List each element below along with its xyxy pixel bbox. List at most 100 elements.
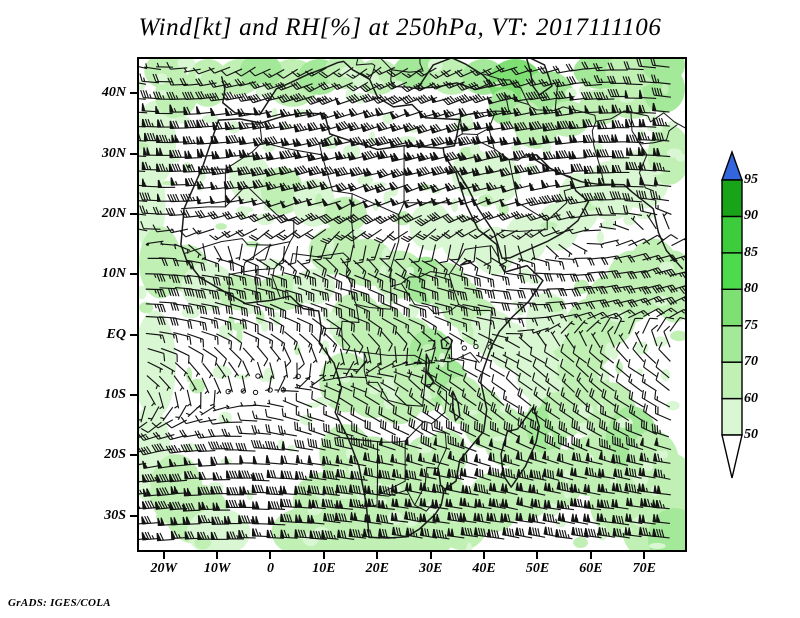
wind-barb — [456, 82, 479, 91]
wind-barb — [568, 150, 587, 160]
wind-barb — [584, 528, 602, 539]
wind-barb — [252, 179, 272, 189]
wind-barb — [649, 190, 670, 202]
wind-barb — [140, 421, 162, 433]
wind-barb — [275, 81, 297, 91]
wind-barb — [652, 147, 671, 158]
wind-barb — [186, 389, 192, 407]
rh-speckle — [623, 213, 637, 226]
wind-barb — [560, 288, 582, 297]
wind-barb — [144, 63, 162, 71]
wind-barb — [156, 163, 174, 172]
wind-barb — [580, 91, 602, 101]
wind-barb — [321, 198, 341, 207]
wind-barb — [613, 318, 625, 335]
rh-speckle — [139, 142, 149, 150]
wind-barb — [296, 317, 313, 333]
wind-barb — [159, 331, 179, 343]
wind-barb — [373, 66, 396, 75]
wind-barb — [461, 388, 477, 407]
wind-barb — [184, 150, 203, 159]
wind-barb — [222, 211, 244, 220]
wind-barb — [139, 433, 160, 441]
wind-barb — [334, 151, 354, 161]
wind-barb — [476, 316, 496, 330]
wind-barb — [558, 435, 575, 450]
wind-barb — [485, 182, 505, 192]
wind-barb — [458, 512, 477, 524]
wind-barb — [409, 272, 426, 289]
wind-barb — [448, 289, 468, 301]
wind-barb — [516, 469, 534, 481]
wind-barb — [613, 420, 629, 437]
wind-barb — [360, 66, 382, 78]
wind-barb — [262, 82, 285, 90]
wind-barb — [160, 347, 178, 363]
wind-barb — [474, 360, 491, 378]
wind-barb — [615, 341, 629, 363]
wind-barb — [545, 273, 566, 282]
y-tick-mark — [130, 92, 137, 95]
wind-barb — [558, 258, 579, 268]
wind-barb — [280, 529, 298, 539]
wind-barb — [408, 331, 422, 352]
wind-barb — [290, 92, 313, 103]
wind-barb — [408, 257, 423, 278]
wind-barb — [216, 333, 233, 350]
colorbar-band-90-95 — [721, 179, 743, 218]
wind-barb — [227, 332, 243, 351]
wind-barb — [352, 388, 369, 406]
wind-barb — [650, 59, 670, 68]
x-tick-label-50E: 50E — [525, 561, 550, 576]
rh-speckle — [498, 203, 509, 216]
rh-speckle — [343, 144, 361, 159]
wind-barb — [560, 387, 576, 406]
wind-barb — [625, 497, 644, 509]
colorbar[interactable]: 95 90 85 80 75 70 60 50 — [712, 150, 798, 480]
wind-barb — [141, 515, 160, 525]
wind-barb — [380, 331, 393, 352]
wind-barb — [442, 214, 465, 224]
wind-barb — [196, 136, 215, 145]
wind-barb — [171, 134, 189, 143]
wind-barb — [637, 483, 656, 494]
wind-barb — [241, 318, 259, 333]
wind-barb — [654, 391, 670, 408]
wind-barb — [381, 302, 398, 318]
wind-barb — [650, 74, 671, 85]
wind-barb — [554, 166, 573, 176]
wind-barb — [174, 362, 189, 377]
wind-barb — [379, 257, 393, 278]
rh-speckle — [151, 349, 166, 361]
wind-barb — [670, 296, 685, 305]
wind-barb — [600, 284, 622, 294]
wind-barb — [518, 372, 533, 391]
map-plot-area[interactable] — [137, 57, 687, 552]
wind-barb — [593, 74, 615, 84]
y-tick-mark — [130, 333, 137, 336]
wind-barb — [155, 105, 173, 115]
rh-speckle — [454, 519, 471, 532]
wind-barb — [421, 302, 440, 316]
wind-barb — [269, 346, 282, 362]
wind-barb — [600, 405, 617, 421]
wind-barb — [173, 332, 192, 345]
wind-barb — [353, 316, 370, 332]
wind-barb — [449, 402, 465, 421]
wind-barb — [283, 272, 302, 286]
wind-barb — [468, 228, 491, 240]
wind-barb — [476, 287, 496, 299]
wind-barb — [516, 359, 532, 378]
rh-speckle — [212, 365, 231, 380]
wind-barb — [585, 453, 603, 465]
wind-barb — [202, 257, 220, 272]
wind-barb — [458, 197, 478, 206]
wind-barb — [143, 132, 162, 142]
wind-barb — [529, 346, 546, 364]
rh-speckle — [338, 493, 352, 499]
wind-barb — [435, 364, 451, 377]
wind-barb — [651, 87, 671, 98]
wind-barb — [654, 437, 672, 451]
wind-barb — [284, 316, 301, 332]
wind-barb — [319, 360, 327, 378]
